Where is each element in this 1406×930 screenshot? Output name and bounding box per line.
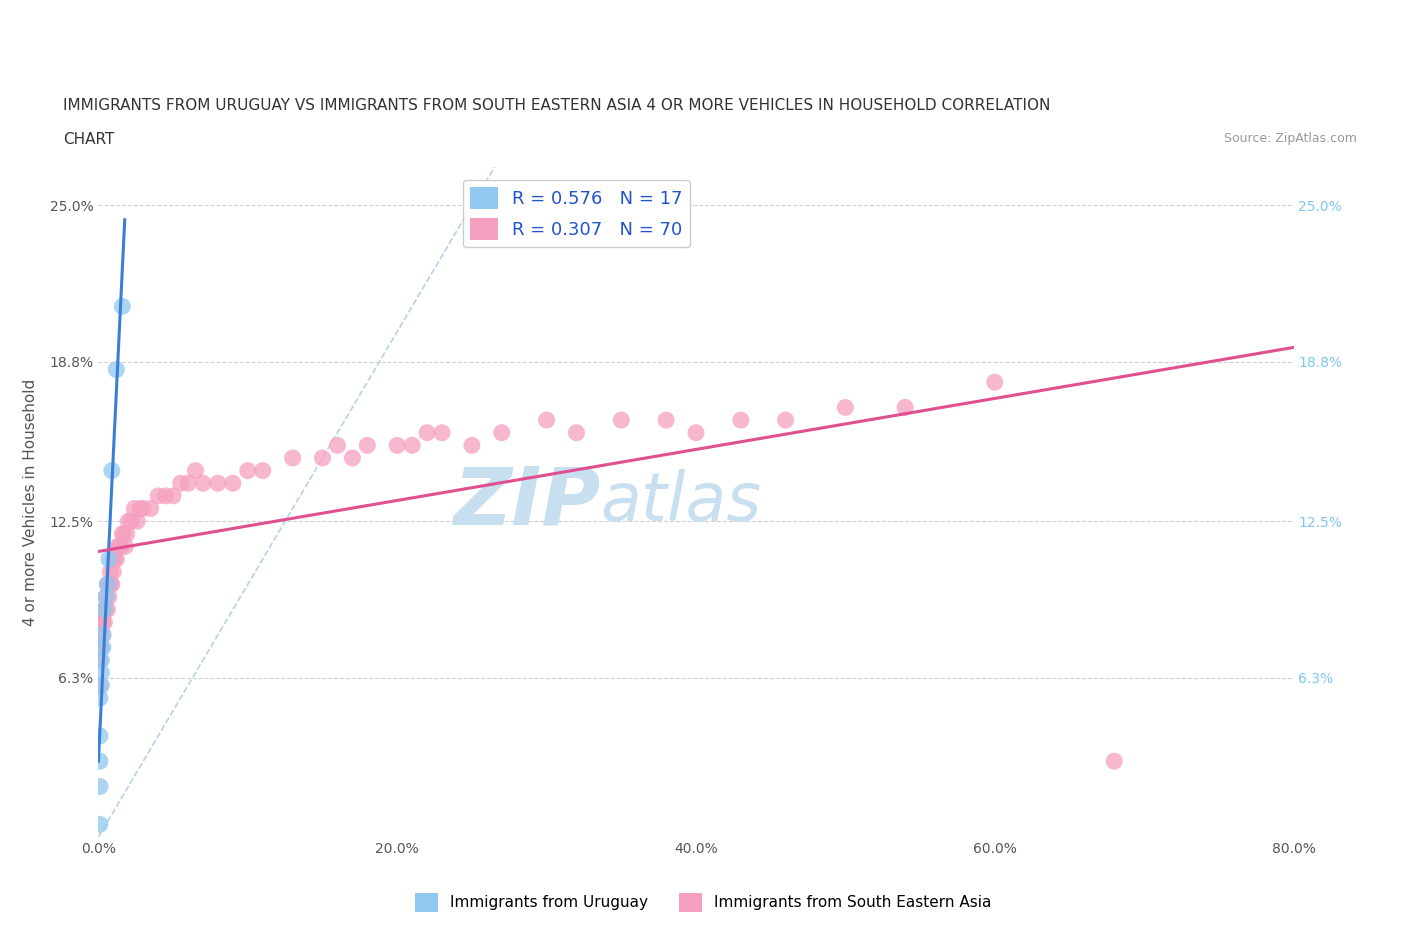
Point: [103, 551, 125, 566]
Point: [111, 299, 134, 313]
Point: [89, 653, 111, 668]
Point: [93, 602, 115, 617]
Point: [491, 425, 513, 440]
Point: [93, 615, 115, 630]
Point: [461, 438, 484, 453]
Point: [177, 476, 200, 491]
Point: [685, 425, 707, 440]
Point: [107, 539, 129, 554]
Point: [401, 438, 423, 453]
Point: [89, 753, 111, 768]
Point: [108, 539, 131, 554]
Point: [1104, 753, 1126, 768]
Point: [115, 526, 138, 541]
Point: [93, 602, 115, 617]
Point: [114, 539, 136, 554]
Point: [89, 728, 111, 743]
Point: [89, 779, 111, 794]
Point: [97, 551, 120, 566]
Point: [90, 615, 112, 630]
Point: [94, 602, 117, 617]
Point: [89, 691, 111, 706]
Point: [129, 501, 152, 516]
Point: [775, 413, 797, 428]
Point: [834, 400, 856, 415]
Point: [430, 425, 453, 440]
Point: [96, 577, 118, 591]
Point: [105, 362, 128, 377]
Point: [103, 565, 125, 579]
Point: [111, 526, 134, 541]
Point: [536, 413, 558, 428]
Text: ZIP: ZIP: [453, 463, 600, 541]
Point: [101, 577, 124, 591]
Point: [91, 628, 114, 643]
Point: [89, 678, 111, 693]
Point: [91, 640, 114, 655]
Point: [97, 577, 120, 591]
Point: [124, 501, 146, 516]
Text: atlas: atlas: [600, 470, 762, 535]
Point: [94, 590, 117, 604]
Point: [356, 438, 378, 453]
Point: [112, 526, 135, 541]
Text: Source: ZipAtlas.com: Source: ZipAtlas.com: [1223, 132, 1357, 145]
Point: [155, 488, 177, 503]
Point: [100, 565, 122, 579]
Point: [342, 450, 364, 465]
Point: [416, 425, 439, 440]
Point: [148, 488, 170, 503]
Point: [184, 463, 207, 478]
Point: [162, 488, 184, 503]
Point: [94, 590, 117, 604]
Point: [565, 425, 588, 440]
Point: [104, 551, 127, 566]
Point: [91, 615, 114, 630]
Text: IMMIGRANTS FROM URUGUAY VS IMMIGRANTS FROM SOUTH EASTERN ASIA 4 OR MORE VEHICLES: IMMIGRANTS FROM URUGUAY VS IMMIGRANTS FR…: [63, 98, 1050, 113]
Point: [326, 438, 349, 453]
Point: [90, 678, 112, 693]
Point: [281, 450, 304, 465]
Y-axis label: 4 or more Vehicles in Household: 4 or more Vehicles in Household: [24, 379, 38, 626]
Point: [169, 476, 191, 491]
Point: [222, 476, 245, 491]
Point: [90, 665, 112, 680]
Point: [89, 817, 111, 831]
Point: [117, 513, 139, 528]
Point: [90, 640, 112, 655]
Point: [894, 400, 917, 415]
Point: [610, 413, 633, 428]
Point: [132, 501, 155, 516]
Point: [120, 513, 142, 528]
Point: [311, 450, 333, 465]
Point: [236, 463, 259, 478]
Point: [110, 539, 132, 554]
Point: [385, 438, 409, 453]
Point: [90, 653, 112, 668]
Point: [207, 476, 229, 491]
Point: [105, 551, 128, 566]
Legend: R = 0.576   N = 17, R = 0.307   N = 70: R = 0.576 N = 17, R = 0.307 N = 70: [463, 179, 690, 247]
Point: [89, 640, 111, 655]
Point: [984, 375, 1007, 390]
Point: [191, 476, 214, 491]
Point: [100, 577, 122, 591]
Point: [89, 628, 111, 643]
Point: [127, 513, 149, 528]
Text: CHART: CHART: [63, 132, 115, 147]
Point: [91, 628, 114, 643]
Legend: Immigrants from Uruguay, Immigrants from South Eastern Asia: Immigrants from Uruguay, Immigrants from…: [409, 887, 997, 918]
Point: [252, 463, 274, 478]
Point: [655, 413, 678, 428]
Point: [97, 590, 120, 604]
Point: [96, 577, 118, 591]
Point: [730, 413, 752, 428]
Point: [139, 501, 162, 516]
Point: [101, 463, 124, 478]
Point: [96, 602, 118, 617]
